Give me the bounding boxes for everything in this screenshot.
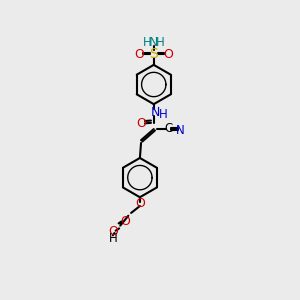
Text: O: O <box>134 48 144 61</box>
Text: O: O <box>136 117 146 130</box>
Text: N: N <box>151 106 160 119</box>
Text: H: H <box>143 36 152 49</box>
Text: O: O <box>135 197 145 210</box>
Text: C: C <box>164 122 172 135</box>
Text: N: N <box>149 36 158 49</box>
Text: O: O <box>108 225 118 238</box>
Text: H: H <box>109 232 117 244</box>
Text: O: O <box>163 48 173 61</box>
Text: N: N <box>176 124 185 136</box>
Text: H: H <box>156 36 165 49</box>
Text: S: S <box>149 47 158 61</box>
Text: H: H <box>159 108 168 121</box>
Text: O: O <box>120 215 130 228</box>
